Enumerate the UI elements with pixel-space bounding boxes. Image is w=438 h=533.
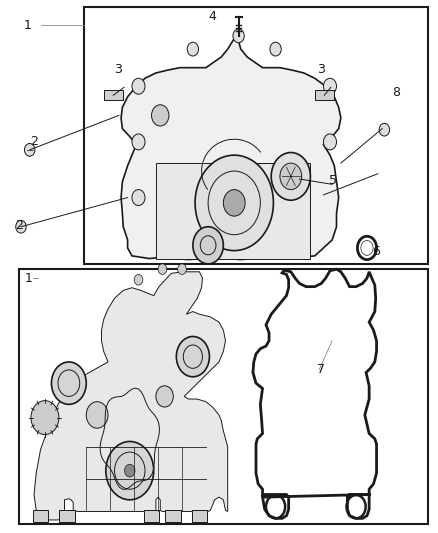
Circle shape <box>31 401 59 434</box>
Text: 3: 3 <box>318 63 325 76</box>
Text: 3: 3 <box>114 63 122 76</box>
Circle shape <box>25 143 35 156</box>
Circle shape <box>323 78 336 94</box>
Text: 1: 1 <box>25 272 32 285</box>
Polygon shape <box>34 272 228 520</box>
Text: 2: 2 <box>15 219 23 232</box>
Circle shape <box>178 264 186 274</box>
Circle shape <box>132 78 145 94</box>
Circle shape <box>193 227 223 264</box>
FancyBboxPatch shape <box>315 91 334 100</box>
FancyBboxPatch shape <box>156 163 311 259</box>
Circle shape <box>16 220 26 233</box>
Text: 4: 4 <box>208 10 216 23</box>
Text: 5: 5 <box>329 174 337 187</box>
Text: 7: 7 <box>317 364 325 376</box>
FancyBboxPatch shape <box>59 511 74 522</box>
FancyBboxPatch shape <box>104 91 123 100</box>
Circle shape <box>86 402 108 428</box>
Circle shape <box>158 264 167 274</box>
Text: 2: 2 <box>30 135 38 148</box>
Text: 8: 8 <box>392 86 401 99</box>
Circle shape <box>223 190 245 216</box>
Circle shape <box>132 134 145 150</box>
Circle shape <box>271 152 311 200</box>
Circle shape <box>156 386 173 407</box>
Polygon shape <box>121 36 341 260</box>
Text: 6: 6 <box>373 245 381 258</box>
FancyBboxPatch shape <box>33 511 48 522</box>
Circle shape <box>132 190 145 206</box>
Circle shape <box>280 163 302 190</box>
Circle shape <box>323 134 336 150</box>
FancyBboxPatch shape <box>166 511 181 522</box>
Text: 1: 1 <box>24 19 32 32</box>
Circle shape <box>270 42 281 56</box>
FancyBboxPatch shape <box>144 511 159 522</box>
Circle shape <box>195 155 273 251</box>
Circle shape <box>233 29 244 43</box>
Circle shape <box>152 105 169 126</box>
Circle shape <box>106 441 154 500</box>
FancyBboxPatch shape <box>191 511 207 522</box>
Circle shape <box>134 274 143 285</box>
Circle shape <box>379 123 390 136</box>
Circle shape <box>187 42 198 56</box>
Circle shape <box>124 464 135 477</box>
Circle shape <box>51 362 86 405</box>
Circle shape <box>177 336 209 377</box>
